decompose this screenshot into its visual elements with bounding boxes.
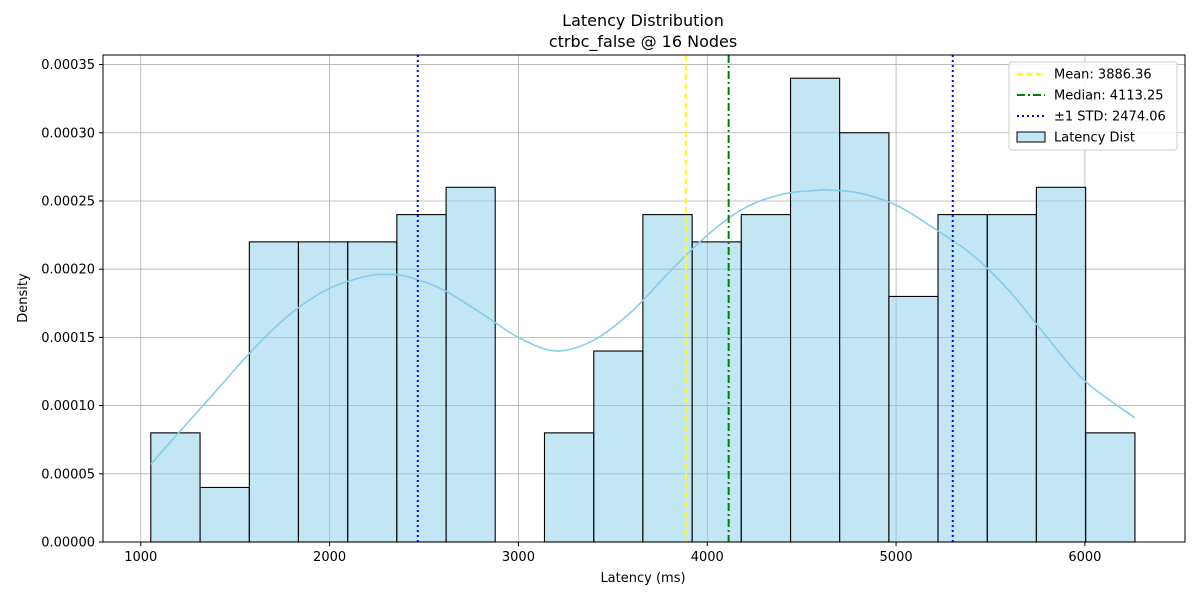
y-tick-label: 0.00035 xyxy=(41,58,95,73)
y-axis-ticks: 0.00000 0.00005 0.00010 0.00015 0.00020 0.000… xyxy=(41,58,103,551)
histogram-bar xyxy=(199,486,250,543)
histogram-bar xyxy=(937,214,988,543)
x-tick-label: 5000 xyxy=(880,550,913,565)
kde-curve xyxy=(150,188,1136,465)
histogram-bar xyxy=(789,77,841,543)
chart-subtitle: ctrbc_false @ 16 Nodes xyxy=(549,32,737,52)
x-tick-label: 1000 xyxy=(124,550,157,565)
y-tick-label: 0.00005 xyxy=(41,467,95,482)
legend-label: Latency Dist xyxy=(1054,131,1135,146)
histogram-bar xyxy=(248,241,299,543)
y-tick-label: 0.00030 xyxy=(41,126,95,141)
histogram-bars xyxy=(150,77,1136,543)
histogram-bar xyxy=(445,186,496,543)
histogram-bar xyxy=(1035,186,1087,543)
histogram-bar xyxy=(691,241,742,543)
histogram-bar xyxy=(297,241,349,543)
histogram-bar xyxy=(986,214,1037,543)
histogram-bar xyxy=(543,432,595,543)
histogram-bar xyxy=(1085,432,1136,543)
x-tick-label: 4000 xyxy=(691,550,724,565)
legend: Mean: 3886.36 Median: 4113.25 ±1 STD: 2474… xyxy=(1008,61,1178,151)
reference-lines xyxy=(416,55,954,542)
y-axis-label: Density xyxy=(16,273,31,323)
x-tick-label: 3000 xyxy=(502,550,535,565)
y-tick-label: 0.00015 xyxy=(41,331,95,346)
histogram-bar xyxy=(593,350,644,543)
x-tick-label: 6000 xyxy=(1068,550,1101,565)
x-axis-ticks: 1000 2000 3000 4000 5000 6000 xyxy=(124,542,1101,565)
legend-label: Mean: 3886.36 xyxy=(1054,68,1152,83)
legend-label: ±1 STD: 2474.06 xyxy=(1054,110,1166,125)
histogram-bar xyxy=(740,214,792,543)
y-tick-label: 0.00025 xyxy=(41,194,95,209)
kde-curve-group xyxy=(150,188,1136,465)
histogram-bar xyxy=(347,241,398,543)
histogram-bar xyxy=(642,214,693,543)
y-tick-label: 0.00020 xyxy=(41,263,95,278)
x-axis-label: Latency (ms) xyxy=(600,571,685,586)
histogram-bar xyxy=(150,432,201,543)
chart-title: Latency Distribution xyxy=(562,11,724,30)
plot-frame xyxy=(102,54,1186,543)
histogram-bar xyxy=(888,295,939,543)
y-tick-label: 0.00010 xyxy=(41,399,95,414)
legend-label: Median: 4113.25 xyxy=(1054,89,1164,104)
legend-box xyxy=(1008,61,1178,151)
x-tick-label: 2000 xyxy=(313,550,346,565)
legend-swatch-histogram xyxy=(1016,131,1046,143)
y-tick-label: 0.00000 xyxy=(41,536,95,551)
histogram-bar xyxy=(396,214,447,543)
